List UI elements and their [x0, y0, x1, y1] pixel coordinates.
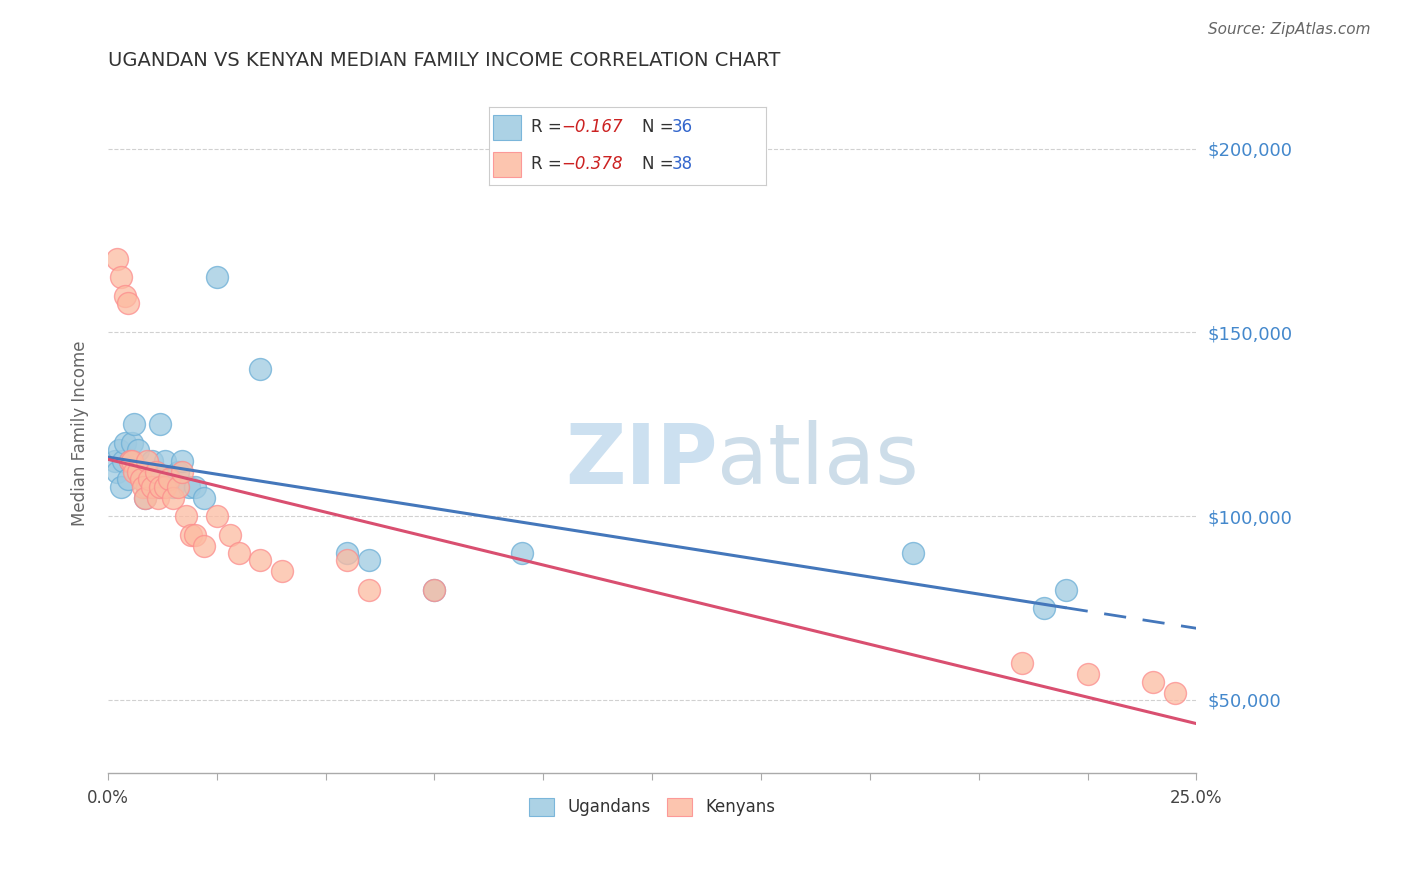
Point: [122, 417, 145, 432]
Point: [249, 362, 271, 376]
Point: [359, 553, 381, 567]
Point: [249, 553, 271, 567]
Point: [162, 480, 184, 494]
Point: [121, 454, 143, 468]
Point: [118, 454, 141, 468]
Point: [510, 546, 533, 560]
Point: [184, 527, 207, 541]
Point: [134, 491, 156, 505]
Point: [1033, 601, 1056, 615]
Point: [153, 480, 176, 494]
Point: [112, 454, 135, 468]
Y-axis label: Median Family Income: Median Family Income: [72, 341, 89, 526]
Point: [336, 553, 359, 567]
Point: [145, 465, 167, 479]
Text: atlas: atlas: [717, 420, 920, 501]
Point: [170, 454, 193, 468]
Point: [141, 454, 163, 468]
Point: [1011, 656, 1033, 670]
Point: [1054, 582, 1077, 597]
Point: [118, 454, 141, 468]
Text: ZIP: ZIP: [565, 420, 717, 501]
Point: [903, 546, 925, 560]
Point: [170, 465, 193, 479]
Point: [110, 480, 132, 494]
Point: [423, 582, 446, 597]
Point: [219, 527, 242, 541]
Point: [117, 296, 139, 310]
Point: [108, 442, 131, 457]
Point: [114, 288, 136, 302]
Point: [271, 564, 294, 578]
Point: [110, 270, 132, 285]
Point: [138, 472, 160, 486]
Point: [162, 491, 184, 505]
Point: [145, 465, 167, 479]
Point: [103, 454, 125, 468]
Point: [193, 539, 215, 553]
Point: [142, 472, 165, 486]
Point: [136, 480, 159, 494]
Legend: Ugandans, Kenyans: Ugandans, Kenyans: [522, 791, 782, 823]
Point: [423, 582, 446, 597]
Point: [157, 472, 180, 486]
Point: [132, 480, 155, 494]
Point: [127, 442, 149, 457]
Point: [1142, 674, 1164, 689]
Point: [228, 546, 250, 560]
Point: [122, 465, 145, 479]
Point: [336, 546, 359, 560]
Point: [114, 435, 136, 450]
Point: [1076, 667, 1098, 681]
Point: [146, 480, 169, 494]
Point: [149, 480, 172, 494]
Point: [127, 465, 149, 479]
Point: [105, 252, 128, 266]
Point: [1163, 685, 1185, 699]
Point: [146, 491, 169, 505]
Point: [177, 480, 200, 494]
Point: [166, 465, 188, 479]
Point: [180, 527, 202, 541]
Point: [105, 465, 128, 479]
Point: [157, 472, 180, 486]
Point: [205, 509, 228, 524]
Point: [153, 454, 176, 468]
Point: [205, 270, 228, 285]
Point: [121, 435, 143, 450]
Text: Source: ZipAtlas.com: Source: ZipAtlas.com: [1208, 22, 1371, 37]
Point: [149, 417, 172, 432]
Point: [176, 509, 198, 524]
Point: [136, 454, 159, 468]
Point: [359, 582, 381, 597]
Point: [141, 480, 163, 494]
Point: [134, 491, 156, 505]
Text: UGANDAN VS KENYAN MEDIAN FAMILY INCOME CORRELATION CHART: UGANDAN VS KENYAN MEDIAN FAMILY INCOME C…: [108, 51, 780, 70]
Point: [132, 465, 155, 479]
Point: [166, 480, 188, 494]
Point: [193, 491, 215, 505]
Point: [184, 480, 207, 494]
Point: [117, 472, 139, 486]
Point: [129, 472, 152, 486]
